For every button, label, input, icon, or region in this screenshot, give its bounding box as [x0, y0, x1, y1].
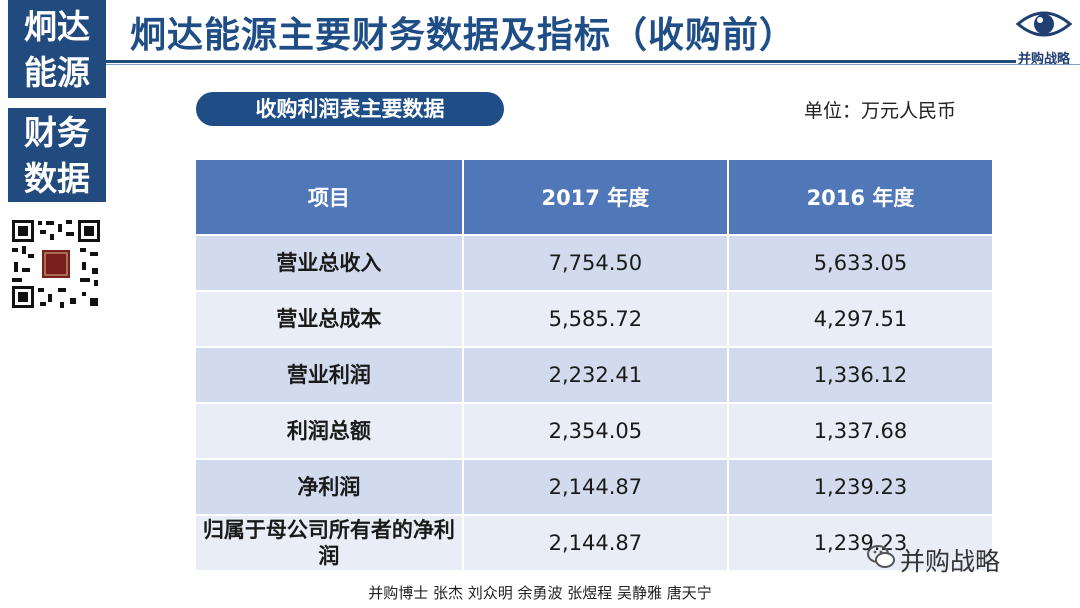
- table-row: 营业总成本 5,585.72 4,297.51: [196, 290, 992, 347]
- row-value-2016: 4,297.51: [727, 290, 992, 347]
- qr-code: [10, 218, 102, 310]
- row-value-2017: 5,585.72: [462, 290, 729, 347]
- row-label: 营业总成本: [196, 290, 464, 347]
- row-value-2017: 2,354.05: [462, 402, 729, 459]
- section-pill: 收购利润表主要数据: [196, 92, 504, 126]
- row-value-2016: 1,239.23: [727, 514, 992, 570]
- row-value-2017: 2,144.87: [462, 514, 729, 570]
- footer-authors: 并购博士 张杰 刘众明 余勇波 张煜程 吴静雅 唐天宁: [368, 584, 712, 602]
- wechat-icon: [867, 545, 895, 568]
- row-value-2016: 5,633.05: [727, 234, 992, 291]
- header-2016: 2016 年度: [727, 160, 992, 235]
- row-label: 利润总额: [196, 402, 464, 459]
- brand-logo-text: 并购战略: [1017, 52, 1070, 67]
- row-value-2016: 1,239.23: [727, 458, 992, 515]
- watermark-text: 并购战略: [900, 547, 1001, 576]
- title-divider: [106, 60, 1016, 63]
- nav-block-company-line1: 炯达: [24, 7, 90, 46]
- nav-block-company: 炯达 能源: [8, 0, 106, 98]
- row-value-2016: 1,337.68: [727, 402, 992, 459]
- header-item: 项目: [196, 160, 464, 235]
- income-table: 项目 2017 年度 2016 年度 营业总收入 7,754.50 5,633.…: [196, 160, 992, 570]
- row-value-2017: 2,232.41: [462, 346, 729, 403]
- unit-label: 单位：万元人民币: [804, 100, 957, 122]
- table-header-row: 项目 2017 年度 2016 年度: [196, 160, 992, 235]
- title-divider-thin: [106, 64, 1080, 65]
- row-label: 营业总收入: [196, 234, 464, 291]
- row-label: 净利润: [196, 458, 464, 515]
- table-row: 营业总收入 7,754.50 5,633.05: [196, 234, 992, 291]
- row-label: 营业利润: [196, 346, 464, 403]
- nav-block-company-line2: 能源: [24, 53, 90, 92]
- page-title: 炯达能源主要财务数据及指标（收购前）: [130, 15, 797, 56]
- nav-block-financial-line2: 数据: [24, 159, 90, 198]
- brand-logo: 并购战略: [1012, 6, 1076, 67]
- row-value-2016: 1,336.12: [727, 346, 992, 403]
- row-value-2017: 2,144.87: [462, 458, 729, 515]
- table-row: 净利润 2,144.87 1,239.23: [196, 458, 992, 515]
- header-2017: 2017 年度: [462, 160, 729, 235]
- table-row: 归属于母公司所有者的净利润 2,144.87 1,239.23: [196, 514, 992, 570]
- nav-block-financial: 财务 数据: [8, 108, 106, 202]
- table-row: 利润总额 2,354.05 1,337.68: [196, 402, 992, 459]
- nav-block-financial-line1: 财务: [24, 113, 90, 152]
- row-value-2017: 7,754.50: [462, 234, 729, 291]
- eye-icon: [1015, 11, 1073, 37]
- table-row: 营业利润 2,232.41 1,336.12: [196, 346, 992, 403]
- row-label: 归属于母公司所有者的净利润: [196, 514, 464, 570]
